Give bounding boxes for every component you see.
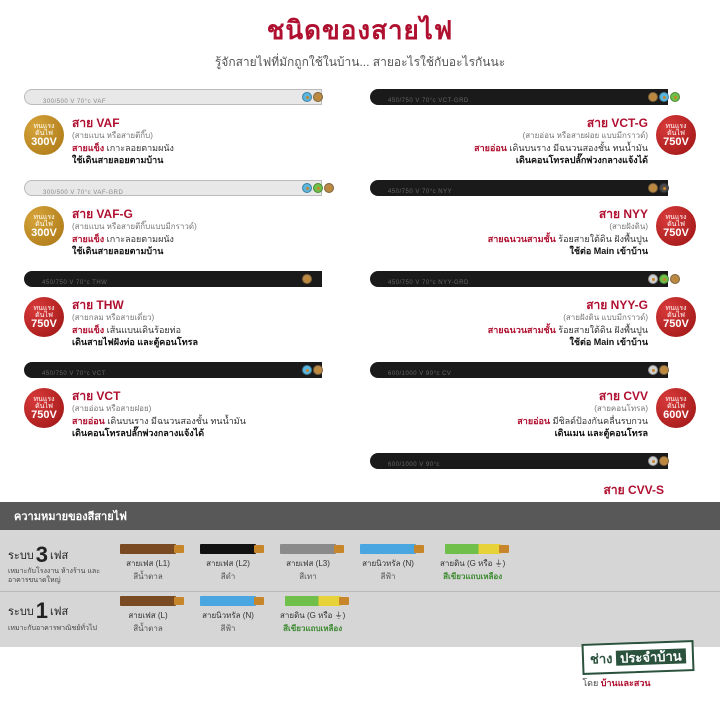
voltage-badge: ทนแรงดันไฟ 300V: [24, 115, 64, 155]
cable-thw: 450/750 V 70°c THW ทนแรงดันไฟ 750V สาย T…: [24, 264, 350, 353]
cable-name: สาย CVV: [599, 389, 648, 403]
cable-name: สาย VCT-G: [587, 116, 648, 130]
voltage-badge: ทนแรงดันไฟ 750V: [24, 388, 64, 428]
cable-illustration: 450/750 V 70°c VCT: [24, 355, 350, 385]
cable-name: สาย THW: [72, 298, 124, 312]
extra-row: 600/1000 V 90°c สาย CVV-S: [0, 446, 720, 500]
cable-illustration: 450/750 V 70°c THW: [24, 264, 350, 294]
cable-grid: 300/500 V 70°c VAF ทนแรงดันไฟ 300V สาย V…: [0, 78, 720, 446]
cable-illustration: 450/750 V 70°c VCT-GRD: [370, 82, 696, 112]
wire-sample: สายดิน (G หรือ ⏚) สีเขียวแถบเหลือง: [280, 596, 345, 635]
phase-label: ระบบ 3 เฟส เหมาะกับโรงงาน ห้างร้าน และอา…: [0, 536, 120, 591]
wire-sample: สายดิน (G หรือ ⏚) สีเขียวแถบเหลือง: [440, 544, 505, 583]
wire-sample: สายเฟส (L) สีน้ำตาล: [120, 596, 176, 635]
cable-nyyg: 450/750 V 70°c NYY-GRD ทนแรงดันไฟ 750V ส…: [370, 264, 696, 353]
cable-illustration: 600/1000 V 90°c CV: [370, 355, 696, 385]
brand-badge: ช่าง ประจำบ้าน โดย บ้านและสวน: [582, 642, 694, 690]
wire-sample: สายเฟส (L3) สีเทา: [280, 544, 336, 583]
cable-name: สาย VCT: [72, 389, 120, 403]
cable-name: สาย VAF-G: [72, 207, 133, 221]
phase-row: ระบบ 3 เฟส เหมาะกับโรงงาน ห้างร้าน และอา…: [0, 536, 720, 591]
cable-name: สาย NYY: [599, 207, 648, 221]
cable-illustration: 450/750 V 70°c NYY: [370, 173, 696, 203]
cable-illustration: 300/500 V 70°c VAF: [24, 82, 350, 112]
color-meaning-section: ความหมายของสีสายไฟ ระบบ 3 เฟส เหมาะกับโร…: [0, 502, 720, 647]
cable-illustration: 300/500 V 70°c VAF-GRD: [24, 173, 350, 203]
cable-illustration: 450/750 V 70°c NYY-GRD: [370, 264, 696, 294]
wire-sample: สายนิวทรัล (N) สีฟ้า: [200, 596, 256, 635]
page-subtitle: รู้จักสายไฟที่มักถูกใช้ในบ้าน... สายอะไร…: [0, 53, 720, 72]
page-title: ชนิดของสายไฟ: [0, 10, 720, 51]
voltage-badge: ทนแรงดันไฟ 600V: [656, 388, 696, 428]
cable-vctg: 450/750 V 70°c VCT-GRD ทนแรงดันไฟ 750V ส…: [370, 82, 696, 171]
voltage-badge: ทนแรงดันไฟ 750V: [656, 206, 696, 246]
cable-cvv: 600/1000 V 90°c CV ทนแรงดันไฟ 600V สาย C…: [370, 355, 696, 444]
cable-vafg: 300/500 V 70°c VAF-GRD ทนแรงดันไฟ 300V ส…: [24, 173, 350, 262]
voltage-badge: ทนแรงดันไฟ 750V: [656, 115, 696, 155]
infographic-root: ชนิดของสายไฟ รู้จักสายไฟที่มักถูกใช้ในบ้…: [0, 0, 720, 720]
voltage-badge: ทนแรงดันไฟ 300V: [24, 206, 64, 246]
meaning-header: ความหมายของสีสายไฟ: [0, 502, 720, 530]
phase-label: ระบบ 1 เฟส เหมาะกับอาคารพาณิชย์ทั่วไป: [0, 592, 120, 639]
wire-sample: สายนิวทรัล (N) สีฟ้า: [360, 544, 416, 583]
cable-vct: 450/750 V 70°c VCT ทนแรงดันไฟ 750V สาย V…: [24, 355, 350, 444]
wire-sample: สายเฟส (L2) สีดำ: [200, 544, 256, 583]
voltage-badge: ทนแรงดันไฟ 750V: [656, 297, 696, 337]
cable-name: สาย NYY-G: [586, 298, 648, 312]
voltage-badge: ทนแรงดันไฟ 750V: [24, 297, 64, 337]
cable-name: สาย VAF: [72, 116, 120, 130]
wire-sample: สายเฟส (L1) สีน้ำตาล: [120, 544, 176, 583]
header: ชนิดของสายไฟ รู้จักสายไฟที่มักถูกใช้ในบ้…: [0, 0, 720, 78]
cable-name-cvvs: สาย CVV-S: [370, 479, 696, 500]
cable-vaf: 300/500 V 70°c VAF ทนแรงดันไฟ 300V สาย V…: [24, 82, 350, 171]
phase-row: ระบบ 1 เฟส เหมาะกับอาคารพาณิชย์ทั่วไป สา…: [0, 591, 720, 639]
cable-nyy: 450/750 V 70°c NYY ทนแรงดันไฟ 750V สาย N…: [370, 173, 696, 262]
